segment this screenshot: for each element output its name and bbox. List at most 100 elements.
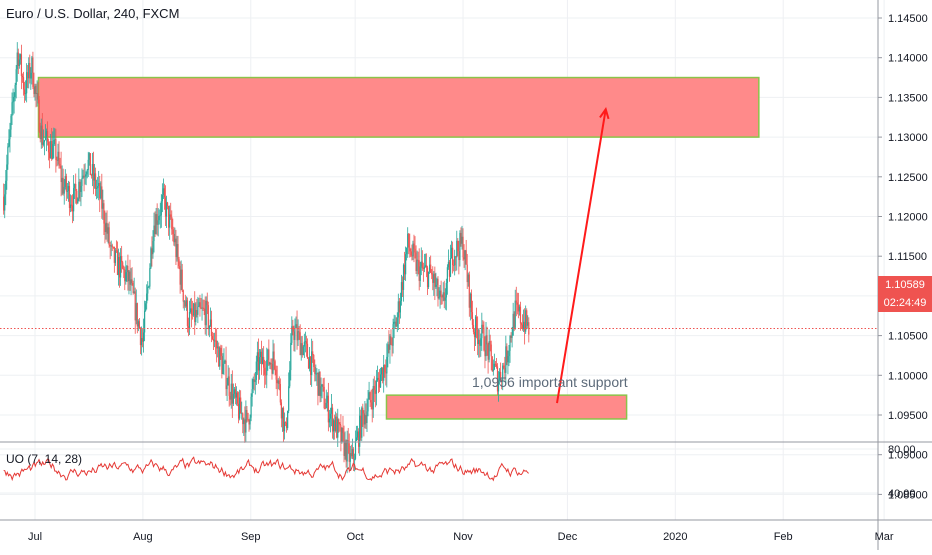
candle-body [424, 265, 427, 267]
candle-body [86, 170, 88, 175]
candle-body [495, 364, 498, 367]
candle-body [511, 335, 513, 338]
candle-body [90, 175, 92, 176]
candle-body [3, 196, 5, 211]
candle-body [474, 316, 477, 338]
candle-body [373, 385, 375, 391]
candle-body [290, 342, 292, 371]
candle-body [386, 356, 388, 374]
candle-body [322, 384, 324, 387]
candle-body [147, 286, 149, 294]
y-tick-label: 1.14500 [888, 13, 928, 25]
candle-body [316, 372, 318, 374]
candle-body [104, 223, 106, 233]
candle-body [340, 425, 342, 442]
candle-body [193, 303, 195, 316]
candle-body [92, 164, 95, 181]
candle-body [502, 365, 504, 382]
candle-body [288, 386, 290, 411]
y-tick-label: 1.12000 [888, 212, 928, 224]
candle-body [248, 419, 250, 425]
candle-body [266, 359, 268, 376]
candle-body [45, 131, 48, 138]
candle-body [270, 363, 272, 364]
candle-body [192, 314, 194, 316]
candle-body [252, 379, 254, 390]
candle-body [344, 440, 346, 456]
candle-body [44, 137, 47, 141]
candle-body [172, 229, 174, 234]
candle-body [361, 407, 363, 438]
candle-body [205, 300, 207, 326]
candle-body [232, 393, 234, 404]
candle-body [400, 282, 403, 302]
candle-body [408, 233, 410, 248]
candle-body [476, 316, 478, 330]
candle-body [430, 264, 432, 273]
candle-body [117, 257, 120, 275]
candle-body [485, 335, 487, 357]
candle-body [135, 303, 137, 321]
candle-body [216, 340, 218, 349]
candle-body [411, 255, 413, 257]
candle-body [455, 256, 457, 258]
candle-body [403, 264, 406, 275]
candle-body [225, 360, 227, 390]
candle-body [375, 380, 377, 394]
candle-body [27, 72, 29, 79]
candle-body [332, 420, 335, 432]
candle-body [124, 269, 126, 282]
candle-body [412, 243, 414, 257]
candle-body [163, 188, 166, 198]
candle-body [324, 408, 326, 409]
candle-body [65, 176, 67, 192]
candle-body [440, 290, 442, 297]
candle-body [370, 400, 372, 403]
candle-body [180, 269, 182, 285]
candle-body [40, 125, 42, 140]
candle-body [215, 340, 217, 342]
candle-body [466, 264, 468, 283]
candle-body [501, 379, 503, 382]
candle-body [426, 267, 429, 288]
candle-body [267, 349, 269, 360]
x-tick-label: Nov [453, 531, 473, 543]
candle-body [315, 373, 317, 375]
candle-body [59, 163, 61, 166]
candle-body [210, 319, 213, 337]
candle-body [364, 415, 366, 425]
candle-body [164, 197, 167, 217]
candle-body [338, 419, 340, 424]
candle-body [336, 416, 338, 438]
candle-body [241, 413, 243, 415]
candle-body [126, 265, 128, 273]
candle-body [103, 203, 105, 224]
candle-body [188, 312, 191, 328]
x-tick-label: 2020 [663, 531, 687, 543]
candle-body [446, 267, 448, 283]
candle-body [51, 141, 53, 160]
candle-body [459, 232, 461, 261]
candle-body [483, 327, 485, 351]
candle-body [23, 89, 26, 95]
candle-body [38, 99, 40, 132]
candle-body [269, 363, 271, 365]
candle-body [246, 409, 248, 413]
candle-body [182, 290, 184, 302]
candle-body [76, 190, 78, 204]
candle-body [195, 310, 197, 323]
y-tick-label: 1.14000 [888, 53, 928, 65]
candle-body [5, 180, 7, 195]
candle-body [112, 246, 114, 248]
y-tick-label: 1.10500 [888, 331, 928, 343]
candle-body [10, 115, 12, 130]
candle-body [358, 431, 360, 447]
osc-tick-label: 80.00 [888, 444, 916, 456]
candle-body [391, 344, 393, 346]
candle-body [359, 415, 361, 447]
candle-body [465, 250, 467, 265]
candle-body [349, 453, 351, 462]
candle-body [209, 319, 211, 326]
candle-body [223, 361, 225, 364]
